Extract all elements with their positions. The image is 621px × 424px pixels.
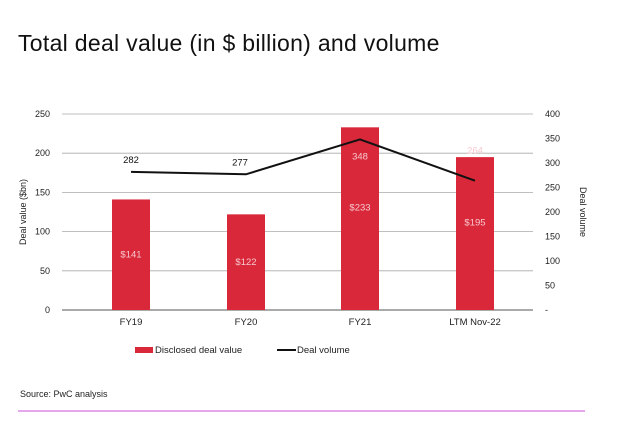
y-tick-label: 0 (45, 305, 50, 315)
x-tick-label: FY19 (120, 317, 143, 328)
y2-axis-title: Deal volume (578, 187, 588, 237)
y-axis-title: Deal value ($bn) (18, 179, 28, 245)
y2-tick-label: 400 (545, 109, 560, 119)
legend-swatch-bar (135, 347, 153, 353)
y2-tick-label: - (545, 305, 548, 315)
line-label: 264 (467, 146, 483, 157)
y2-tick-label: 150 (545, 232, 560, 242)
divider (18, 410, 585, 412)
bar-label: $122 (235, 257, 256, 268)
chart-title: Total deal value (in $ billion) and volu… (18, 30, 440, 56)
source-note: Source: PwC analysis (20, 389, 108, 399)
y2-tick-label: 250 (545, 183, 560, 193)
y2-tick-label: 300 (545, 158, 560, 168)
legend-label: Disclosed deal value (155, 345, 242, 356)
y-tick-label: 100 (35, 227, 50, 237)
y-tick-label: 250 (35, 109, 50, 119)
bar-3 (456, 157, 494, 310)
bar-label: $141 (120, 250, 141, 261)
legend-label: Deal volume (297, 345, 350, 356)
bar-label: $233 (349, 203, 370, 214)
line-label: 277 (232, 157, 248, 168)
line-label: 282 (123, 155, 139, 166)
y2-tick-label: 100 (545, 256, 560, 266)
y2-tick-label: 200 (545, 207, 560, 217)
bar-1 (227, 214, 265, 310)
line-label: 348 (352, 151, 368, 162)
y2-tick-label: 50 (545, 281, 555, 291)
y2-tick-label: 350 (545, 134, 560, 144)
x-tick-label: LTM Nov-22 (449, 317, 501, 328)
x-tick-label: FY20 (235, 317, 258, 328)
y-tick-label: 200 (35, 148, 50, 158)
y-tick-label: 150 (35, 187, 50, 197)
x-tick-label: FY21 (349, 317, 372, 328)
bar-0 (112, 199, 150, 310)
y-tick-label: 50 (40, 266, 50, 276)
bar-label: $195 (464, 218, 485, 229)
deal-volume-line (130, 138, 476, 182)
bar-2 (341, 127, 379, 310)
